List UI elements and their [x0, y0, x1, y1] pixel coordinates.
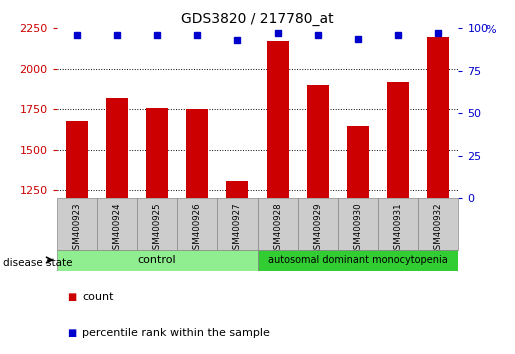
Bar [186, 109, 208, 198]
Bar [338, 198, 378, 250]
Bar [427, 37, 449, 198]
Text: GSM400926: GSM400926 [193, 202, 202, 255]
Bar [347, 126, 369, 198]
Y-axis label: %: % [485, 25, 496, 35]
Text: autosomal dominant monocytopenia: autosomal dominant monocytopenia [268, 255, 448, 265]
Bar [227, 181, 248, 198]
Bar [258, 198, 298, 250]
Bar [298, 198, 338, 250]
Text: GSM400930: GSM400930 [353, 202, 363, 255]
Text: GSM400931: GSM400931 [393, 202, 403, 255]
Bar [307, 85, 329, 198]
Bar [66, 121, 88, 198]
Title: GDS3820 / 217780_at: GDS3820 / 217780_at [181, 12, 334, 26]
Bar [267, 41, 288, 198]
Text: GSM400928: GSM400928 [273, 202, 282, 255]
Text: control: control [138, 255, 176, 265]
Bar [57, 198, 97, 250]
Bar [177, 198, 217, 250]
Text: percentile rank within the sample: percentile rank within the sample [82, 328, 270, 338]
Text: GSM400929: GSM400929 [313, 202, 322, 255]
Text: GSM400925: GSM400925 [152, 202, 162, 255]
Bar [258, 250, 458, 271]
Text: GSM400924: GSM400924 [112, 202, 122, 255]
Bar [387, 82, 409, 198]
Text: GSM400927: GSM400927 [233, 202, 242, 255]
Bar [418, 198, 458, 250]
Text: disease state: disease state [3, 258, 72, 268]
Bar [137, 198, 177, 250]
Bar [217, 198, 258, 250]
Bar [97, 198, 137, 250]
Bar [106, 98, 128, 198]
Text: ■: ■ [67, 328, 76, 338]
Text: GSM400923: GSM400923 [72, 202, 81, 255]
Bar [378, 198, 418, 250]
Text: GSM400932: GSM400932 [434, 202, 443, 255]
Bar [146, 108, 168, 198]
Text: count: count [82, 292, 114, 302]
Bar [57, 250, 258, 271]
Text: ■: ■ [67, 292, 76, 302]
